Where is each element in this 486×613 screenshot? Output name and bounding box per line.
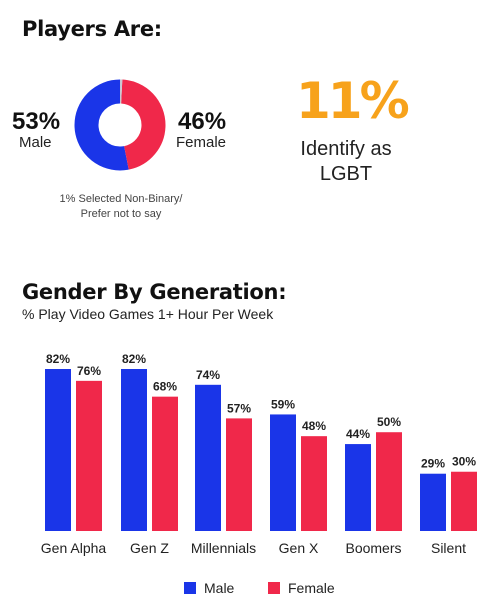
data-label-female-silent: 30%: [452, 455, 476, 469]
donut-slice-other: [74, 79, 166, 171]
bar-female-silent: [451, 471, 477, 531]
data-label-male-silent: 29%: [421, 457, 445, 471]
bar-male-gen-x: [270, 414, 296, 531]
male-label: Male: [19, 134, 52, 151]
bar-female-boomers: [376, 432, 402, 531]
lgbt-label: Identify as LGBT: [280, 137, 412, 187]
bar-female-millennials: [226, 418, 252, 531]
players-heading: Players Are:: [22, 17, 162, 41]
data-label-female-millennials: 57%: [227, 401, 251, 415]
legend-female-label: Female: [288, 580, 335, 596]
data-label-male-boomers: 44%: [346, 427, 370, 441]
lgbt-percent: 11%: [296, 72, 410, 130]
data-label-female-boomers: 50%: [377, 415, 401, 429]
generation-bar-chart: 82% 76% Gen Alpha 82% 68% Gen Z 74% 57% Millenni…: [41, 352, 477, 556]
data-label-male-millennials: 74%: [196, 368, 220, 382]
non-binary-note: 1% Selected Non-Binary/ Prefer not to sa…: [40, 192, 202, 222]
bar-female-gen-x: [301, 436, 327, 531]
data-label-male-gen-alpha: 82%: [46, 352, 70, 366]
legend-male: Male: [184, 580, 234, 596]
category-label-silent: Silent: [431, 540, 466, 556]
legend-male-swatch: [184, 582, 196, 594]
data-label-female-gen-z: 68%: [153, 380, 177, 394]
lgbt-line-1: Identify as: [300, 138, 392, 160]
generation-subtitle: % Play Video Games 1+ Hour Per Week: [22, 306, 274, 322]
legend-female-swatch: [268, 582, 280, 594]
data-label-male-gen-z: 82%: [122, 352, 146, 366]
bar-female-gen-z: [152, 396, 178, 531]
data-label-female-gen-alpha: 76%: [77, 364, 101, 378]
legend-male-label: Male: [204, 580, 235, 596]
legend-female: Female: [268, 580, 335, 596]
bar-male-boomers: [345, 444, 371, 531]
bar-female-gen-alpha: [76, 380, 102, 531]
lgbt-line-2: LGBT: [319, 163, 373, 185]
generation-heading: Gender By Generation:: [22, 280, 287, 304]
note-line-1: 1% Selected Non-Binary/: [59, 193, 183, 205]
gender-donut-chart: [74, 79, 166, 171]
bar-male-gen-z: [121, 369, 147, 531]
donut-slice-female: [74, 79, 166, 171]
bar-male-millennials: [195, 384, 221, 531]
data-label-female-gen-x: 48%: [302, 419, 326, 433]
female-label: Female: [176, 134, 227, 151]
male-percent: 53%: [12, 108, 61, 135]
note-line-2: Prefer not to say: [80, 208, 162, 220]
data-label-male-gen-x: 59%: [271, 397, 295, 411]
bar-male-gen-alpha: [45, 369, 71, 531]
category-label-gen-x: Gen X: [279, 540, 319, 556]
category-label-boomers: Boomers: [345, 540, 401, 556]
category-label-millennials: Millennials: [191, 540, 256, 556]
female-percent: 46%: [178, 108, 227, 135]
bar-male-silent: [420, 473, 446, 531]
category-label-gen-z: Gen Z: [130, 540, 169, 556]
category-label-gen-alpha: Gen Alpha: [41, 540, 107, 556]
